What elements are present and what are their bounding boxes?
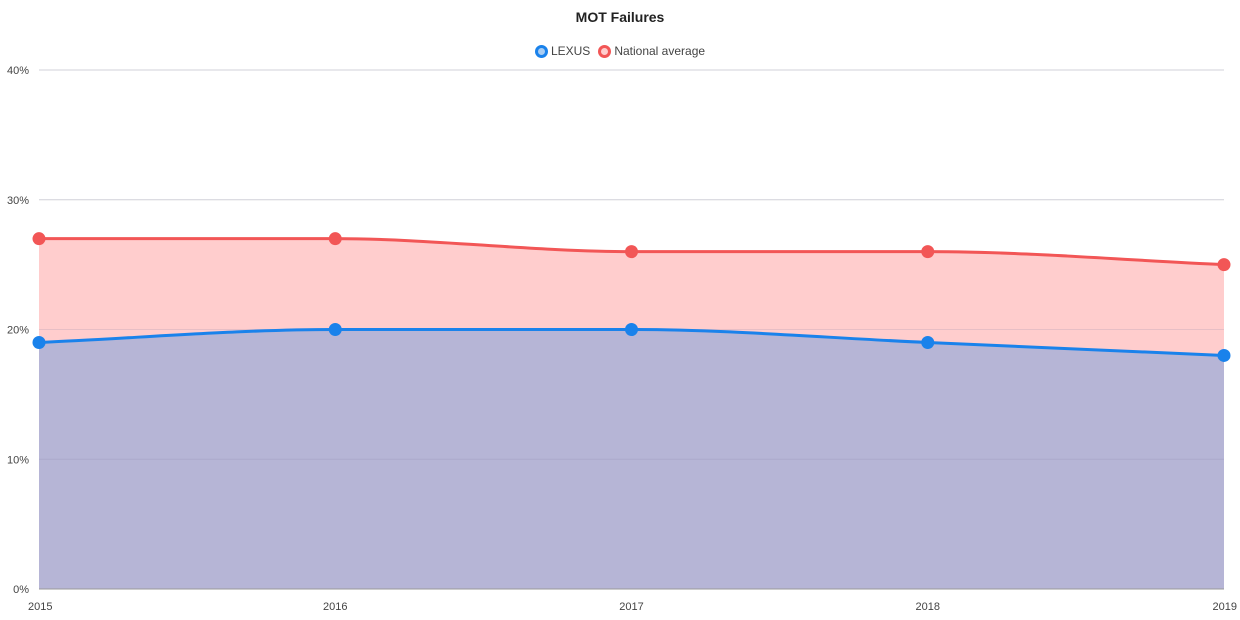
legend-label-lexus: LEXUS [550,44,591,58]
point-lexus-2015 [32,335,46,349]
y-tick-label-20: 20% [7,325,29,337]
x-tick-label-2019: 2019 [1213,601,1237,613]
x-tick-label-2015: 2015 [28,601,52,613]
x-tick-label-2018: 2018 [916,601,940,613]
x-tick-label-2016: 2016 [323,601,347,613]
x-tick-label-2017: 2017 [619,601,643,613]
point-lexus-2017 [625,323,638,336]
y-tick-label-0: 0% [13,584,29,596]
legend-label-national-average: National average [614,44,706,58]
point-lexus-2016 [328,323,342,336]
legend: LEXUS National average [0,44,1240,58]
legend-item-national-average[interactable]: National average [598,44,705,58]
point-national-average-2016 [328,232,342,246]
y-tick-label-30: 30% [7,195,29,207]
area-lexus [39,329,1224,589]
chart-title: MOT Failures [575,9,665,25]
y-tick-label-40: 40% [7,65,29,77]
point-national-average-2019 [1217,258,1231,272]
point-national-average-2018 [921,245,935,259]
point-lexus-2019 [1217,348,1231,362]
legend-swatch-national-average [598,44,612,58]
point-lexus-2018 [921,335,935,349]
legend-swatch-lexus [534,44,548,58]
y-tick-label-10: 10% [7,454,29,466]
point-national-average-2015 [32,232,46,246]
legend-item-lexus[interactable]: LEXUS [534,44,591,58]
point-national-average-2017 [625,245,638,259]
